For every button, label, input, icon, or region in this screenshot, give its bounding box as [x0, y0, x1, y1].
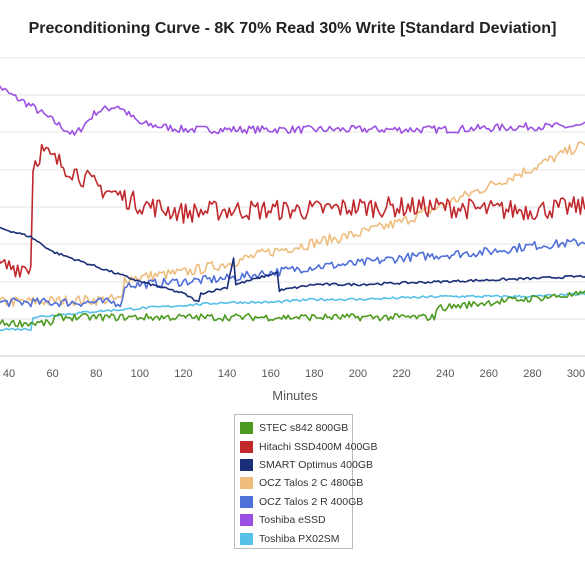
legend-label: OCZ Talos 2 R 400GB — [259, 495, 364, 508]
legend-swatch — [240, 532, 253, 545]
legend-swatch — [240, 440, 253, 453]
legend-label: OCZ Talos 2 C 480GB — [259, 477, 364, 490]
chart-title: Preconditioning Curve - 8K 70% Read 30% … — [28, 20, 557, 37]
series-line — [0, 85, 585, 136]
legend-swatch — [240, 514, 253, 527]
x-tick-label: 60 — [46, 368, 58, 380]
x-tick-label: 140 — [218, 368, 236, 380]
x-tick-label: 200 — [349, 368, 367, 380]
series-line — [0, 290, 585, 328]
legend-item[interactable]: STEC s842 800GB — [240, 419, 352, 437]
x-tick-label: 160 — [262, 368, 280, 380]
legend-label: Toshiba PX02SM — [259, 532, 340, 545]
series-lines — [0, 85, 585, 332]
x-tick-label: 80 — [90, 368, 102, 380]
legend-label: STEC s842 800GB — [259, 422, 349, 435]
legend-swatch — [240, 422, 253, 435]
legend: STEC s842 800GB Hitachi SSD400M 400GB SMAR… — [234, 414, 377, 549]
legend-item[interactable]: OCZ Talos 2 C 480GB — [240, 474, 363, 492]
legend-swatch — [240, 477, 253, 490]
series-line — [0, 238, 585, 308]
legend-item[interactable]: SMART Optimus 400GB — [240, 456, 373, 474]
series-line — [0, 226, 585, 303]
legend-label: Toshiba eSSD — [259, 514, 326, 527]
grid-lines — [0, 57, 585, 357]
x-tick-label: 220 — [392, 368, 410, 380]
legend-item[interactable]: Toshiba PX02SM — [240, 529, 352, 547]
x-tick-label: 280 — [523, 368, 541, 380]
x-tick-label: 100 — [131, 368, 149, 380]
x-axis: 40 60 80 100 120 140 160 180 200 220 240 260 280 300 — [3, 368, 585, 380]
series-line — [0, 141, 585, 307]
x-tick-label: 40 — [3, 368, 15, 380]
legend-label: Hitachi SSD400M 400GB — [259, 440, 378, 453]
legend-item[interactable]: Hitachi SSD400M 400GB — [240, 437, 377, 455]
legend-item[interactable]: Toshiba eSSD — [240, 511, 352, 529]
legend-item[interactable]: OCZ Talos 2 R 400GB — [240, 493, 363, 511]
x-tick-label: 260 — [480, 368, 498, 380]
x-tick-label: 300 — [567, 368, 585, 380]
legend-swatch — [240, 458, 253, 471]
x-tick-label: 120 — [174, 368, 192, 380]
x-axis-title: Minutes — [272, 388, 318, 403]
legend-label: SMART Optimus 400GB — [259, 458, 373, 471]
series-line — [0, 143, 585, 278]
legend-swatch — [240, 495, 253, 508]
x-tick-label: 180 — [305, 368, 323, 380]
x-tick-label: 240 — [436, 368, 454, 380]
series-line — [0, 292, 585, 332]
